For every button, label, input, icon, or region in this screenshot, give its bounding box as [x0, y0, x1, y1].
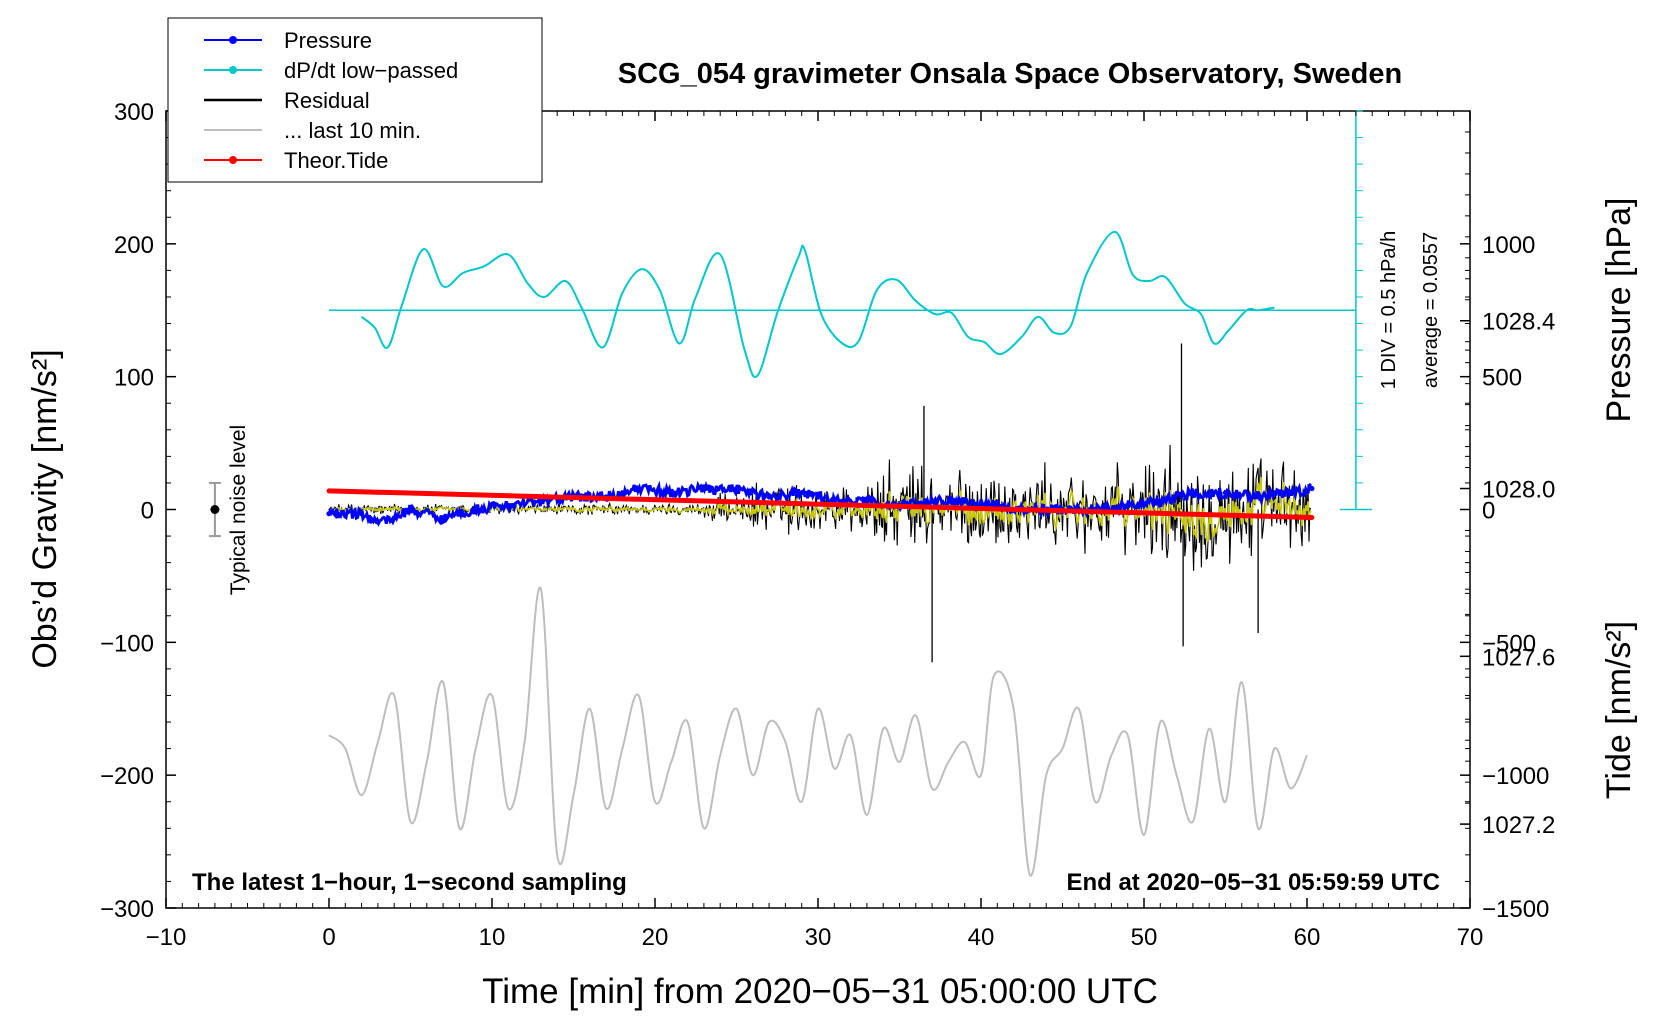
tide-tick-label: 0 [1482, 498, 1495, 525]
pressure-tick-label: 1028.0 [1482, 477, 1555, 504]
pressure-point [864, 498, 870, 504]
legend-label: Residual [284, 88, 370, 113]
pressure-point [407, 506, 414, 513]
y-tick-label: 200 [114, 232, 154, 259]
y-tick-label: 100 [114, 365, 154, 392]
x-tick-label: −10 [146, 924, 187, 951]
legend-label: ... last 10 min. [284, 118, 421, 143]
x-tick-label: 0 [322, 924, 335, 951]
legend-swatch-marker [229, 156, 237, 164]
scale-label: 1 DIV = 0.5 hPa/h [1378, 231, 1400, 389]
y-tick-label: 300 [114, 99, 154, 126]
pressure-point [375, 519, 381, 525]
pressure-tick-label: 1027.2 [1482, 812, 1555, 839]
legend-swatch-marker [229, 66, 237, 74]
pressure-point [473, 506, 479, 513]
pressure-point [1309, 485, 1315, 492]
pressure-point [1255, 494, 1261, 500]
x-tick-label: 20 [642, 924, 669, 951]
dpdt-line [360, 230, 1275, 378]
tide-tick-label: 1000 [1482, 232, 1535, 259]
legend: Pressure dP/dt low−passed Residual ... last… [167, 17, 543, 183]
x-tick-label: 40 [968, 924, 995, 951]
pressure-point [1157, 498, 1163, 504]
pressure-point [799, 490, 805, 496]
legend-label: Pressure [284, 28, 372, 53]
pressure-tick-label: 1028.4 [1482, 309, 1555, 336]
y-axis-label-tide: Tide [nm/s²] [1600, 621, 1638, 799]
pressure-point [1125, 502, 1131, 508]
tide-tick-label: −1000 [1482, 763, 1549, 790]
pressure-point [668, 490, 674, 496]
y-tick-label: 0 [141, 498, 154, 525]
pressure-point [538, 498, 544, 504]
pressure-point [1288, 490, 1294, 496]
last-10-min-line [328, 586, 1308, 877]
pressure-point [636, 485, 642, 492]
pressure-point [962, 498, 968, 504]
tide-tick-label: 500 [1482, 365, 1522, 392]
chart-title: SCG_054 gravimeter Onsala Space Observat… [618, 58, 1402, 90]
x-tick-label: 50 [1131, 924, 1158, 951]
pressure-point [701, 485, 707, 492]
x-axis-label: Time [min] from 2020−05−31 05:00:00 UTC [482, 972, 1158, 1011]
end-time-note: End at 2020−05−31 05:59:59 UTC [1066, 869, 1440, 896]
pressure-point [505, 502, 511, 508]
x-tick-label: 30 [805, 924, 832, 951]
y-axis-label-pressure: Pressure [hPa] [1600, 198, 1638, 423]
pressure-point [359, 511, 365, 517]
sampling-note: The latest 1−hour, 1−second sampling [192, 869, 627, 896]
pressure-line [328, 480, 1313, 528]
legend-label: Theor.Tide [284, 148, 388, 173]
pressure-point [391, 515, 397, 521]
y-tick-label: −200 [100, 763, 154, 790]
y-tick-label: −100 [100, 630, 154, 657]
y-tick-label: −300 [100, 896, 154, 923]
pressure-point [1190, 490, 1196, 496]
pressure-point [440, 515, 446, 521]
legend-label: dP/dt low−passed [284, 58, 458, 83]
x-tick-label: 70 [1457, 924, 1484, 951]
pressure-point [1222, 490, 1229, 496]
pressure-point [766, 494, 772, 500]
tide-tick-label: −1500 [1482, 896, 1549, 923]
pressure-tick-label: 1027.6 [1482, 644, 1555, 671]
average-label: average = 0.0557 [1420, 232, 1442, 388]
x-tick-label: 10 [479, 924, 506, 951]
tide-tick-label: −500 [1482, 630, 1536, 657]
pressure-point [733, 485, 740, 492]
pressure-point [326, 511, 332, 517]
y-axis-label-left: Obs’d Gravity [nm/s²] [26, 349, 64, 668]
noise-marker [210, 505, 220, 514]
theor-tide-line [326, 488, 1315, 520]
pressure-point [929, 498, 935, 504]
x-tick-label: 60 [1294, 924, 1321, 951]
legend-swatch-marker [229, 36, 237, 44]
noise-level-label: Typical noise level [227, 425, 250, 595]
